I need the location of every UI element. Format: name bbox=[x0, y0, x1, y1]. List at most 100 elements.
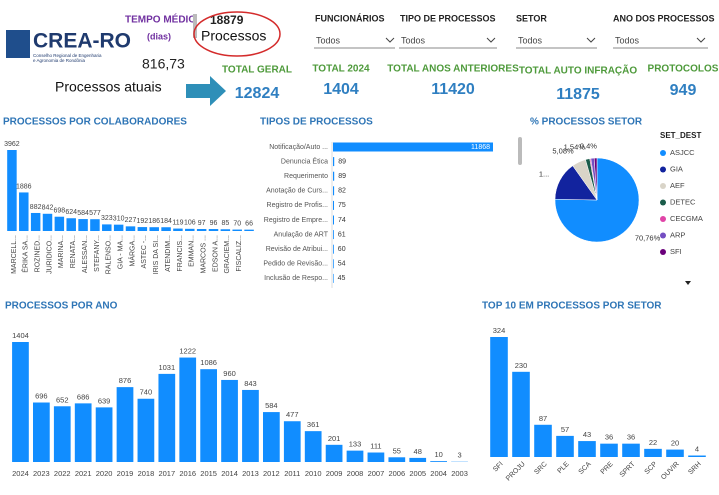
x-tick-label: 2023 bbox=[33, 469, 50, 478]
data-label: 48 bbox=[414, 447, 422, 456]
legend-label: ASJCC bbox=[670, 148, 695, 157]
data-label: 10 bbox=[434, 450, 442, 459]
annotation: Processos atuais bbox=[55, 79, 162, 95]
x-tick-label: 2012 bbox=[263, 469, 280, 478]
bar bbox=[137, 398, 155, 462]
kpi-label: TOTAL AUTO INFRAÇÃO bbox=[519, 64, 638, 77]
x-tick-label: EDSON A... bbox=[212, 235, 219, 272]
x-tick-label: MARCELL... bbox=[11, 235, 18, 274]
data-label: 133 bbox=[349, 440, 362, 449]
data-label: 201 bbox=[328, 434, 341, 443]
bar bbox=[220, 229, 231, 231]
bar bbox=[242, 389, 259, 462]
bar bbox=[263, 412, 280, 462]
x-tick-label: 2007 bbox=[368, 469, 385, 478]
data-label: 639 bbox=[98, 396, 111, 405]
x-tick-label: 2015 bbox=[200, 469, 217, 478]
bar bbox=[600, 443, 618, 457]
x-tick-label: GRACIEM... bbox=[224, 235, 231, 274]
filter-label: FUNCIONÁRIOS bbox=[315, 13, 385, 23]
kpi-value: 1404 bbox=[323, 81, 359, 98]
chevron[interactable] bbox=[486, 37, 496, 43]
x-tick-label: 2020 bbox=[96, 469, 113, 478]
bar bbox=[556, 435, 574, 457]
data-label: 36 bbox=[605, 433, 613, 442]
kpi-label: TOTAL GERAL bbox=[222, 65, 292, 76]
bar bbox=[200, 369, 217, 462]
bar bbox=[333, 186, 335, 196]
scrollbar[interactable] bbox=[518, 137, 522, 165]
data-label: 584 bbox=[77, 210, 89, 217]
legend-label: AEF bbox=[670, 181, 685, 190]
data-label: 184 bbox=[160, 218, 172, 225]
legend-scroll[interactable] bbox=[685, 281, 691, 285]
x-tick-label: RALENSO... bbox=[106, 235, 113, 274]
x-tick-label: 2021 bbox=[75, 469, 92, 478]
bar bbox=[7, 150, 17, 231]
data-label: 960 bbox=[223, 369, 236, 378]
chart-title: PROCESSOS POR COLABORADORES bbox=[3, 117, 187, 128]
x-tick-label: SFI bbox=[492, 461, 505, 474]
x-tick-label: OUVIR bbox=[660, 461, 681, 482]
kpi-label: TOTAL ANOS ANTERIORES bbox=[387, 64, 519, 75]
data-label: 584 bbox=[265, 401, 278, 410]
pie-slice bbox=[554, 157, 640, 243]
x-tick-label: MÁRGA... bbox=[127, 235, 136, 267]
filter-value[interactable]: Todos bbox=[401, 35, 426, 45]
legend-swatch bbox=[660, 216, 666, 222]
filter-value[interactable]: Todos bbox=[615, 35, 640, 45]
filter-value[interactable]: Todos bbox=[316, 35, 341, 45]
bar bbox=[346, 450, 364, 462]
data-label: 20 bbox=[671, 439, 679, 448]
chevron[interactable] bbox=[696, 37, 706, 43]
legend-swatch bbox=[660, 249, 666, 255]
logo-name: CREA-RO bbox=[33, 30, 131, 53]
x-tick-label: MARINA... bbox=[58, 235, 65, 268]
data-label: 22 bbox=[649, 438, 657, 447]
bar bbox=[196, 229, 207, 231]
legend-label: GIA bbox=[670, 164, 683, 173]
chart-title: % PROCESSOS SETOR bbox=[530, 117, 643, 128]
bar bbox=[54, 216, 65, 231]
x-tick-label: SPRT bbox=[619, 460, 638, 479]
bar bbox=[113, 224, 124, 231]
bar bbox=[688, 455, 706, 457]
kpi-value: 11875 bbox=[556, 86, 600, 103]
data-label: 686 bbox=[77, 392, 90, 401]
chart-title: TOP 10 EM PROCESSOS POR SETOR bbox=[482, 301, 662, 312]
bar bbox=[102, 224, 112, 231]
data-label: 876 bbox=[119, 376, 132, 385]
bar bbox=[304, 431, 322, 462]
bar bbox=[161, 227, 171, 231]
data-label: 1404 bbox=[12, 331, 29, 340]
data-label: 119 bbox=[172, 219, 183, 226]
data-label: 186 bbox=[148, 218, 160, 225]
kpi-label: Processos bbox=[201, 28, 266, 44]
bar bbox=[244, 229, 254, 231]
filter-value[interactable]: Todos bbox=[518, 35, 543, 45]
data-label: 1,54% bbox=[564, 142, 586, 151]
legend-swatch bbox=[660, 232, 666, 239]
data-label: 5,08% bbox=[552, 146, 574, 155]
data-label: 60 bbox=[338, 246, 346, 253]
divider bbox=[193, 14, 197, 38]
x-tick-label: IRIS DA SI... bbox=[153, 235, 160, 274]
pie-slice bbox=[593, 157, 598, 201]
bar bbox=[42, 213, 53, 231]
bar bbox=[232, 229, 242, 231]
bar bbox=[409, 457, 427, 462]
kpi-value: 12824 bbox=[235, 85, 280, 102]
x-tick-label: 2022 bbox=[54, 469, 71, 478]
kpi-value: 949 bbox=[670, 82, 697, 99]
x-tick-label: 2008 bbox=[347, 469, 364, 478]
x-tick-label: 2005 bbox=[409, 469, 426, 478]
x-tick-label: 2017 bbox=[158, 469, 175, 478]
legend-title: SET_DEST bbox=[660, 131, 701, 140]
data-label: 70 bbox=[233, 220, 241, 227]
bar bbox=[333, 273, 334, 283]
data-label: 96 bbox=[210, 220, 218, 227]
data-label: 1... bbox=[539, 170, 549, 179]
chevron[interactable] bbox=[385, 37, 395, 43]
chevron[interactable] bbox=[586, 37, 596, 43]
data-label: 57 bbox=[561, 425, 569, 434]
